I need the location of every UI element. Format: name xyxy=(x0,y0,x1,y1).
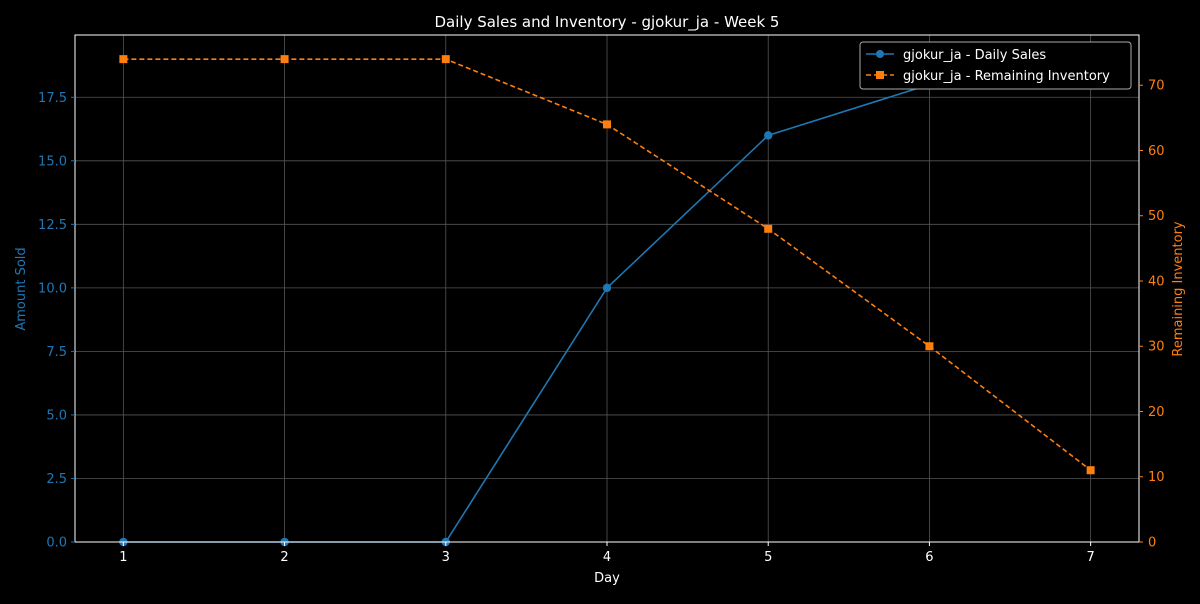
x-tick-label: 3 xyxy=(442,550,450,565)
y-axis-label-left: Amount Sold xyxy=(14,247,29,330)
left-tick-label: 5.0 xyxy=(46,408,67,423)
x-tick-label: 2 xyxy=(280,550,288,565)
x-tick-label: 7 xyxy=(1086,550,1094,565)
right-tick-label: 0 xyxy=(1148,536,1156,551)
left-tick-label: 10.0 xyxy=(38,281,67,296)
right-tick-label: 60 xyxy=(1148,144,1165,159)
legend-sales-marker xyxy=(876,50,884,58)
right-tick-label: 20 xyxy=(1148,405,1165,420)
legend-inventory-label: gjokur_ja - Remaining Inventory xyxy=(903,69,1110,84)
left-tick-label: 12.5 xyxy=(38,218,67,233)
inventory-point xyxy=(1086,466,1095,475)
inventory-point xyxy=(441,55,450,64)
left-tick-label: 2.5 xyxy=(46,472,67,487)
y-axis-label-right: Remaining Inventory xyxy=(1171,221,1186,357)
right-tick-label: 30 xyxy=(1148,340,1165,355)
x-axis-label: Day xyxy=(594,571,620,586)
left-tick-label: 0.0 xyxy=(46,536,67,551)
x-tick-label: 1 xyxy=(119,550,127,565)
left-tick-label: 15.0 xyxy=(38,154,67,169)
right-tick-label: 70 xyxy=(1148,79,1165,94)
axis-layer: 1 2 3 4 5 6 7 0.0 2.5 5.0 7.5 10.0 12.5 15.0 17.5 0 10 20… xyxy=(38,79,1165,565)
right-tick-label: 10 xyxy=(1148,470,1165,485)
legend-sales-label: gjokur_ja - Daily Sales xyxy=(903,48,1046,63)
left-tick-label: 17.5 xyxy=(38,91,67,106)
inventory-point xyxy=(603,120,611,129)
legend: gjokur_ja - Daily Sales gjokur_ja - Rema… xyxy=(859,41,1132,90)
x-tick-label: 6 xyxy=(925,550,933,565)
sales-point xyxy=(764,131,773,140)
x-tick-label: 4 xyxy=(603,550,611,565)
chart-title: Daily Sales and Inventory - gjokur_ja - … xyxy=(435,13,780,32)
inventory-point xyxy=(119,55,128,64)
legend-inventory-marker xyxy=(876,71,884,79)
left-tick-label: 7.5 xyxy=(46,345,67,360)
right-tick-label: 40 xyxy=(1148,274,1165,289)
inventory-point xyxy=(764,224,773,233)
inventory-point xyxy=(280,55,289,64)
right-tick-label: 50 xyxy=(1148,209,1165,224)
legend-box xyxy=(859,41,1132,90)
inventory-point xyxy=(925,342,934,351)
x-tick-label: 5 xyxy=(764,550,772,565)
sales-point xyxy=(602,283,612,293)
